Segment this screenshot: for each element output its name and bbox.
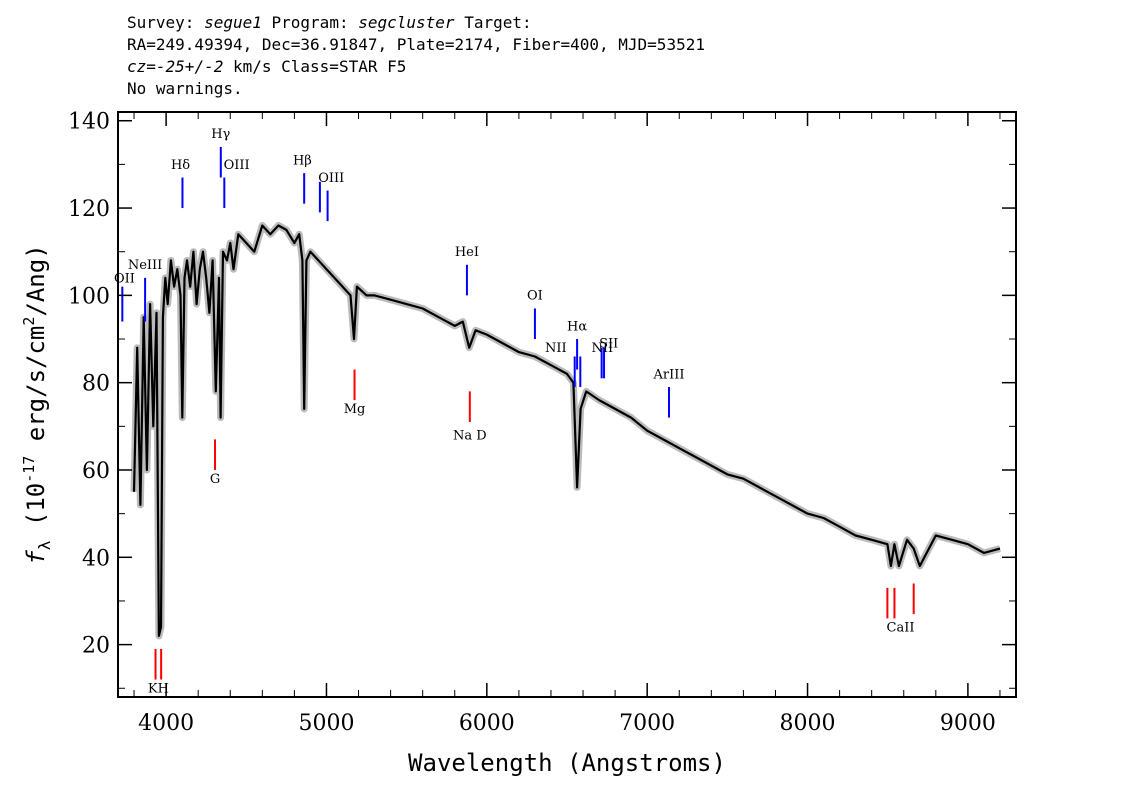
spectral-line-label: Hδ xyxy=(171,158,190,173)
y-tick-label: 20 xyxy=(82,634,110,659)
target-label: Target: xyxy=(464,13,532,32)
spectral-line-label: OIII xyxy=(224,158,250,173)
spectral-line-label: OI xyxy=(527,289,543,304)
y-tick-label: 120 xyxy=(68,197,110,222)
spectral-line-label: CaII xyxy=(887,621,915,636)
survey-value: segue1 xyxy=(204,13,262,32)
header-line-4: No warnings. xyxy=(127,79,243,98)
x-tick-label: 5000 xyxy=(298,711,354,736)
spectrum-line xyxy=(132,224,1001,638)
spectral-line-label: HeI xyxy=(455,245,479,260)
x-tick-label: 4000 xyxy=(138,711,194,736)
axis-ticks-layer: 4000 5000 6000 7000 8000 9000 20 40 60 80 100 120 14… xyxy=(68,110,1016,736)
y-tick-label: 40 xyxy=(82,546,110,571)
spectrum-series-layer xyxy=(132,224,1001,638)
x-tick-label: 9000 xyxy=(940,711,996,736)
x-axis-title: Wavelength (Angstroms) xyxy=(408,749,726,777)
program-value: segcluster xyxy=(358,13,455,32)
cz-value: -25+/-2 xyxy=(155,57,224,76)
x-tick-label: 7000 xyxy=(619,711,675,736)
spectral-line-label: OII xyxy=(114,271,135,286)
spectral-line-label: SII xyxy=(599,337,618,352)
x-tick-label: 6000 xyxy=(459,711,515,736)
cz-label: cz= xyxy=(127,57,156,76)
spectral-line-label: Mg xyxy=(344,402,366,417)
header-line-3: cz=-25+/-2 km/s Class=STAR F5 xyxy=(127,56,705,78)
y-tick-label: 80 xyxy=(82,372,110,397)
spectral-line-label: Na D xyxy=(453,428,487,443)
error-band xyxy=(130,222,1001,640)
spectral-line-label: G xyxy=(210,472,220,487)
header-line-2: RA=249.49394, Dec=36.91847, Plate=2174, … xyxy=(127,35,705,54)
spectral-line-label: OIII xyxy=(318,171,344,186)
y-axis-title: fλ (10-17 erg/s/cm2/Ang) xyxy=(20,244,54,564)
class-text: km/s Class=STAR F5 xyxy=(223,57,407,76)
spectral-line-label: NeIII xyxy=(128,258,162,273)
survey-label: Survey: xyxy=(127,13,195,32)
spectral-line-label: Hα xyxy=(567,319,587,334)
spectral-line-label: ArIII xyxy=(652,367,684,382)
y-tick-label: 60 xyxy=(82,459,110,484)
error-band-layer xyxy=(130,222,1001,640)
program-label: Program: xyxy=(271,13,349,32)
spectrum-header: Survey: segue1 Program: segcluster Targe… xyxy=(127,12,705,100)
y-tick-label: 140 xyxy=(68,110,110,135)
plot-frame xyxy=(117,111,1017,698)
spectral-line-label: NII xyxy=(591,341,613,356)
header-line-1: Survey: segue1 Program: segcluster Targe… xyxy=(127,12,705,34)
x-tick-label: 8000 xyxy=(780,711,836,736)
spectral-line-label: Hγ xyxy=(211,127,230,142)
spectral-line-label: Hβ xyxy=(293,153,312,168)
spectral-line-label: KH xyxy=(148,682,169,697)
y-tick-label: 100 xyxy=(68,284,110,309)
spectral-line-label: NII xyxy=(545,341,567,356)
spectral-lines-layer xyxy=(121,146,915,680)
